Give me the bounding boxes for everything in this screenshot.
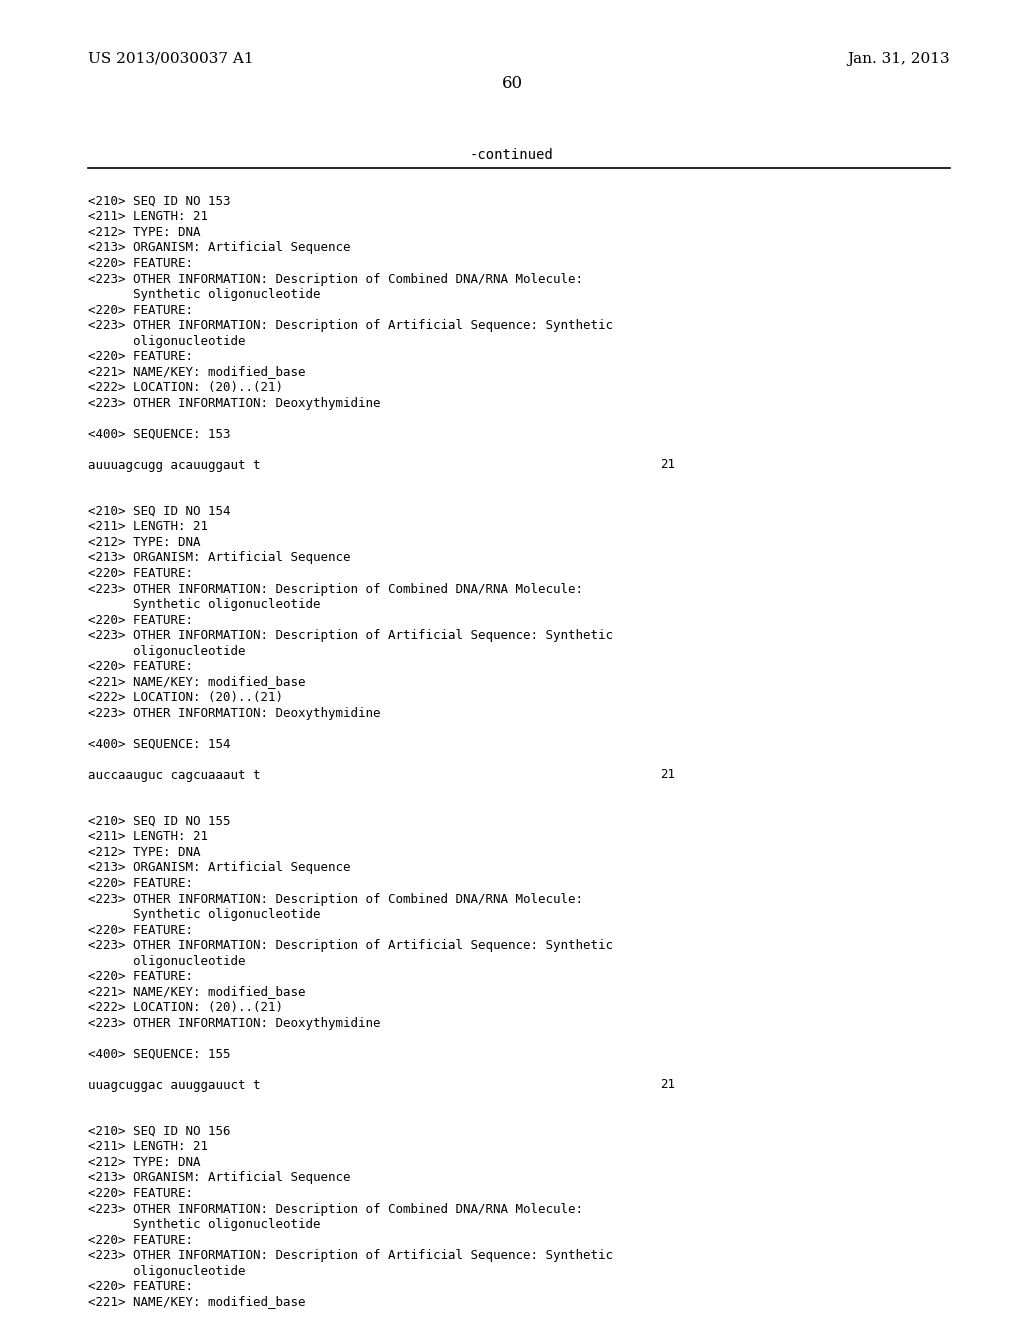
Text: <220> FEATURE:: <220> FEATURE: xyxy=(88,568,193,579)
Text: <400> SEQUENCE: 154: <400> SEQUENCE: 154 xyxy=(88,738,230,751)
Text: <221> NAME/KEY: modified_base: <221> NAME/KEY: modified_base xyxy=(88,1295,305,1308)
Text: oligonucleotide: oligonucleotide xyxy=(88,954,246,968)
Text: <220> FEATURE:: <220> FEATURE: xyxy=(88,924,193,936)
Text: Jan. 31, 2013: Jan. 31, 2013 xyxy=(848,51,950,66)
Text: oligonucleotide: oligonucleotide xyxy=(88,644,246,657)
Text: <210> SEQ ID NO 155: <210> SEQ ID NO 155 xyxy=(88,814,230,828)
Text: <210> SEQ ID NO 154: <210> SEQ ID NO 154 xyxy=(88,506,230,517)
Text: <212> TYPE: DNA: <212> TYPE: DNA xyxy=(88,536,201,549)
Text: <220> FEATURE:: <220> FEATURE: xyxy=(88,660,193,673)
Text: <213> ORGANISM: Artificial Sequence: <213> ORGANISM: Artificial Sequence xyxy=(88,862,350,874)
Text: <223> OTHER INFORMATION: Description of Combined DNA/RNA Molecule:: <223> OTHER INFORMATION: Description of … xyxy=(88,582,583,595)
Text: <223> OTHER INFORMATION: Deoxythymidine: <223> OTHER INFORMATION: Deoxythymidine xyxy=(88,1016,381,1030)
Text: <211> LENGTH: 21: <211> LENGTH: 21 xyxy=(88,830,208,843)
Text: <220> FEATURE:: <220> FEATURE: xyxy=(88,1187,193,1200)
Text: <223> OTHER INFORMATION: Description of Artificial Sequence: Synthetic: <223> OTHER INFORMATION: Description of … xyxy=(88,319,613,333)
Text: <221> NAME/KEY: modified_base: <221> NAME/KEY: modified_base xyxy=(88,366,305,379)
Text: <220> FEATURE:: <220> FEATURE: xyxy=(88,1280,193,1294)
Text: <213> ORGANISM: Artificial Sequence: <213> ORGANISM: Artificial Sequence xyxy=(88,242,350,255)
Text: auuuagcugg acauuggaut t: auuuagcugg acauuggaut t xyxy=(88,458,260,471)
Text: <223> OTHER INFORMATION: Description of Combined DNA/RNA Molecule:: <223> OTHER INFORMATION: Description of … xyxy=(88,1203,583,1216)
Text: uuagcuggac auuggauuct t: uuagcuggac auuggauuct t xyxy=(88,1078,260,1092)
Text: <210> SEQ ID NO 153: <210> SEQ ID NO 153 xyxy=(88,195,230,209)
Text: <221> NAME/KEY: modified_base: <221> NAME/KEY: modified_base xyxy=(88,986,305,998)
Text: <211> LENGTH: 21: <211> LENGTH: 21 xyxy=(88,210,208,223)
Text: <220> FEATURE:: <220> FEATURE: xyxy=(88,257,193,271)
Text: Synthetic oligonucleotide: Synthetic oligonucleotide xyxy=(88,1218,321,1232)
Text: <211> LENGTH: 21: <211> LENGTH: 21 xyxy=(88,1140,208,1154)
Text: <223> OTHER INFORMATION: Deoxythymidine: <223> OTHER INFORMATION: Deoxythymidine xyxy=(88,706,381,719)
Text: <211> LENGTH: 21: <211> LENGTH: 21 xyxy=(88,520,208,533)
Text: oligonucleotide: oligonucleotide xyxy=(88,334,246,347)
Text: <220> FEATURE:: <220> FEATURE: xyxy=(88,1233,193,1246)
Text: <223> OTHER INFORMATION: Description of Artificial Sequence: Synthetic: <223> OTHER INFORMATION: Description of … xyxy=(88,1249,613,1262)
Text: <210> SEQ ID NO 156: <210> SEQ ID NO 156 xyxy=(88,1125,230,1138)
Text: <221> NAME/KEY: modified_base: <221> NAME/KEY: modified_base xyxy=(88,676,305,689)
Text: 21: 21 xyxy=(660,768,675,781)
Text: 60: 60 xyxy=(502,75,522,92)
Text: <400> SEQUENCE: 155: <400> SEQUENCE: 155 xyxy=(88,1048,230,1060)
Text: <220> FEATURE:: <220> FEATURE: xyxy=(88,970,193,983)
Text: Synthetic oligonucleotide: Synthetic oligonucleotide xyxy=(88,908,321,921)
Text: Synthetic oligonucleotide: Synthetic oligonucleotide xyxy=(88,598,321,611)
Text: <212> TYPE: DNA: <212> TYPE: DNA xyxy=(88,846,201,859)
Text: <222> LOCATION: (20)..(21): <222> LOCATION: (20)..(21) xyxy=(88,381,283,393)
Text: -continued: -continued xyxy=(470,148,554,162)
Text: <220> FEATURE:: <220> FEATURE: xyxy=(88,350,193,363)
Text: <400> SEQUENCE: 153: <400> SEQUENCE: 153 xyxy=(88,428,230,441)
Text: 21: 21 xyxy=(660,1078,675,1092)
Text: <223> OTHER INFORMATION: Description of Artificial Sequence: Synthetic: <223> OTHER INFORMATION: Description of … xyxy=(88,939,613,952)
Text: <220> FEATURE:: <220> FEATURE: xyxy=(88,614,193,627)
Text: <222> LOCATION: (20)..(21): <222> LOCATION: (20)..(21) xyxy=(88,1001,283,1014)
Text: <223> OTHER INFORMATION: Description of Artificial Sequence: Synthetic: <223> OTHER INFORMATION: Description of … xyxy=(88,630,613,642)
Text: <223> OTHER INFORMATION: Deoxythymidine: <223> OTHER INFORMATION: Deoxythymidine xyxy=(88,396,381,409)
Text: <213> ORGANISM: Artificial Sequence: <213> ORGANISM: Artificial Sequence xyxy=(88,1172,350,1184)
Text: <212> TYPE: DNA: <212> TYPE: DNA xyxy=(88,1156,201,1170)
Text: <220> FEATURE:: <220> FEATURE: xyxy=(88,876,193,890)
Text: <223> OTHER INFORMATION: Description of Combined DNA/RNA Molecule:: <223> OTHER INFORMATION: Description of … xyxy=(88,892,583,906)
Text: <213> ORGANISM: Artificial Sequence: <213> ORGANISM: Artificial Sequence xyxy=(88,552,350,565)
Text: oligonucleotide: oligonucleotide xyxy=(88,1265,246,1278)
Text: <220> FEATURE:: <220> FEATURE: xyxy=(88,304,193,317)
Text: <222> LOCATION: (20)..(21): <222> LOCATION: (20)..(21) xyxy=(88,690,283,704)
Text: Synthetic oligonucleotide: Synthetic oligonucleotide xyxy=(88,288,321,301)
Text: 21: 21 xyxy=(660,458,675,471)
Text: auccaauguc cagcuaaaut t: auccaauguc cagcuaaaut t xyxy=(88,768,260,781)
Text: <223> OTHER INFORMATION: Description of Combined DNA/RNA Molecule:: <223> OTHER INFORMATION: Description of … xyxy=(88,272,583,285)
Text: US 2013/0030037 A1: US 2013/0030037 A1 xyxy=(88,51,254,66)
Text: <212> TYPE: DNA: <212> TYPE: DNA xyxy=(88,226,201,239)
